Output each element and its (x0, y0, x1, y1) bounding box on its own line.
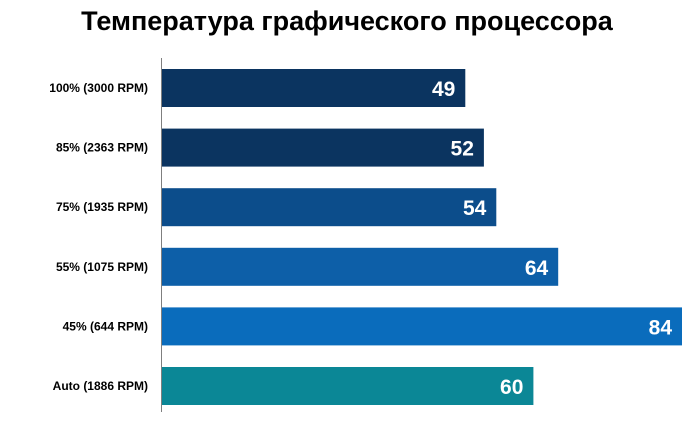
data-label: 54 (463, 197, 487, 220)
category-label: 85% (2363 RPM) (56, 141, 148, 155)
bar (162, 307, 682, 346)
data-label: 84 (649, 316, 673, 339)
bar (162, 128, 484, 167)
data-label: 60 (500, 376, 523, 399)
data-label: 52 (451, 138, 474, 161)
data-label: 49 (432, 78, 455, 101)
category-label: 45% (644 RPM) (63, 319, 148, 333)
category-label: 75% (1935 RPM) (56, 200, 148, 214)
category-label: 55% (1075 RPM) (56, 260, 148, 274)
bars-group: 100% (3000 RPM) 49 85% (2363 RPM) 52 75% (19… (49, 69, 682, 405)
data-label: 64 (525, 257, 549, 280)
category-label: Auto (1886 RPM) (53, 379, 148, 393)
chart-title: Температура графического процессора (81, 6, 613, 36)
bar (162, 188, 497, 227)
bar (162, 69, 466, 107)
category-label: 100% (3000 RPM) (49, 81, 148, 95)
bar (162, 367, 534, 405)
bar (162, 247, 559, 286)
